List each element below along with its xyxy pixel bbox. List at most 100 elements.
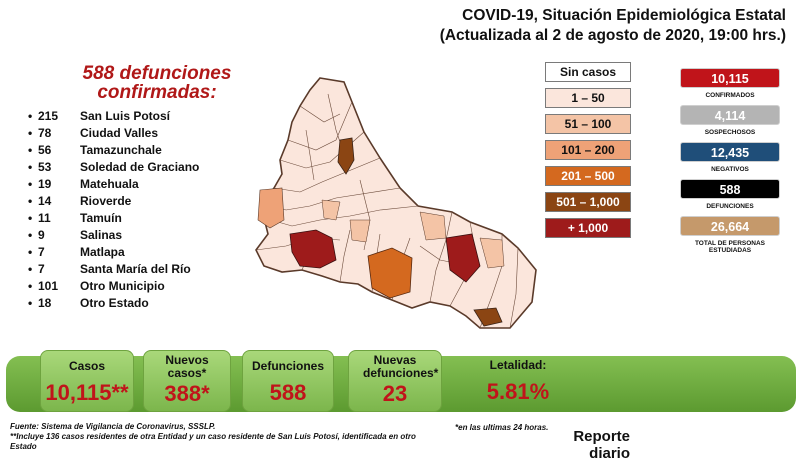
legend-item: Sin casos bbox=[545, 62, 631, 82]
summary-card: Nuevos casos* 388* bbox=[143, 350, 231, 412]
bullet: • bbox=[28, 295, 33, 310]
municipality-name: Soledad de Graciano bbox=[80, 159, 200, 174]
deaths-count: • 11 bbox=[28, 211, 80, 225]
deaths-count: • 7 bbox=[28, 262, 80, 276]
kpi-label: DEFUNCIONES bbox=[706, 203, 754, 210]
kpi-item: 12,435 NEGATIVOS bbox=[680, 142, 780, 173]
report-line-2: diario bbox=[589, 445, 630, 462]
summary-card: Defunciones 588 bbox=[242, 350, 334, 412]
region-shade-5 bbox=[445, 233, 481, 283]
municipality-name: Otro Estado bbox=[80, 295, 149, 310]
deaths-row: • 11 Tamuín bbox=[28, 209, 228, 226]
summary-card-label: Defunciones bbox=[251, 359, 324, 373]
kpi-label: CONFIRMADOS bbox=[705, 92, 755, 99]
region-shade-7 bbox=[349, 219, 371, 243]
deaths-count: • 19 bbox=[28, 177, 80, 191]
bullet: • bbox=[28, 176, 33, 191]
summary-card-label: Nuevos casos* bbox=[165, 353, 209, 380]
summary-card: Casos 10,115** bbox=[40, 350, 134, 412]
deaths-count: • 56 bbox=[28, 143, 80, 157]
summary-card-label: Letalidad: bbox=[489, 358, 547, 372]
deaths-count-value: 215 bbox=[38, 108, 59, 123]
source-note: Fuente: Sistema de Vigilancia de Coronav… bbox=[10, 422, 216, 431]
deaths-count-value: 7 bbox=[38, 244, 45, 259]
summary-card-label: Nuevas defunciones* bbox=[363, 353, 439, 380]
deaths-row: • 78 Ciudad Valles bbox=[28, 124, 228, 141]
bullet: • bbox=[28, 244, 33, 259]
bullet: • bbox=[28, 210, 33, 225]
region-shade-1 bbox=[337, 137, 355, 175]
deaths-count: • 78 bbox=[28, 126, 80, 140]
report-title: COVID-19, Situación Epidemiológica Estat… bbox=[440, 6, 786, 46]
deaths-count: • 101 bbox=[28, 279, 80, 293]
municipality-name: Matlapa bbox=[80, 244, 125, 259]
deaths-heading: 588 defunciones confirmadas: bbox=[62, 64, 252, 102]
deaths-row: • 9 Salinas bbox=[28, 226, 228, 243]
deaths-count-value: 78 bbox=[38, 125, 52, 140]
case-range-legend: Sin casos 1 – 50 51 – 100 101 – 200 201 – 50… bbox=[545, 62, 631, 244]
deaths-count-value: 18 bbox=[38, 295, 52, 310]
bullet: • bbox=[28, 227, 33, 242]
bullet: • bbox=[28, 159, 33, 174]
deaths-row: • 53 Soledad de Graciano bbox=[28, 158, 228, 175]
deaths-count-value: 56 bbox=[38, 142, 52, 157]
summary-card-value: 388* bbox=[164, 381, 210, 406]
region-shade-10 bbox=[321, 199, 341, 221]
deaths-row: • 14 Rioverde bbox=[28, 192, 228, 209]
kpi-value: 12,435 bbox=[680, 142, 780, 162]
municipality-name: San Luis Potosí bbox=[80, 108, 171, 123]
kpi-item: 10,115 CONFIRMADOS bbox=[680, 68, 780, 99]
deaths-row: • 7 Santa María del Río bbox=[28, 260, 228, 277]
municipality-name: Santa María del Río bbox=[80, 261, 191, 276]
bullet: • bbox=[28, 278, 33, 293]
deaths-count-value: 11 bbox=[38, 210, 51, 225]
legend-item: 501 – 1,000 bbox=[545, 192, 631, 212]
kpi-value: 588 bbox=[680, 179, 780, 199]
municipality-name: Rioverde bbox=[80, 193, 132, 208]
deaths-heading-line-2: confirmadas: bbox=[97, 82, 217, 103]
deaths-row: • 19 Matehuala bbox=[28, 175, 228, 192]
region-shade-2 bbox=[257, 187, 285, 229]
footnote-out-of-state: **Incluye 136 casos residentes de otra E… bbox=[10, 432, 416, 441]
region-shade-4 bbox=[367, 247, 413, 299]
deaths-count: • 53 bbox=[28, 160, 80, 174]
deaths-row: • 7 Matlapa bbox=[28, 243, 228, 260]
summary-card-value: 10,115** bbox=[45, 380, 129, 405]
legend-item: + 1,000 bbox=[545, 218, 631, 238]
municipality-name: Matehuala bbox=[80, 176, 139, 191]
deaths-row: • 18 Otro Estado bbox=[28, 294, 228, 311]
legend-item: 201 – 500 bbox=[545, 166, 631, 186]
region-shade-3 bbox=[289, 229, 337, 269]
kpi-value: 26,664 bbox=[680, 216, 780, 236]
bullet: • bbox=[28, 193, 33, 208]
kpi-label: TOTAL DE PERSONAS ESTUDIADAS bbox=[694, 240, 766, 254]
deaths-count: • 18 bbox=[28, 296, 80, 310]
region-shade-6 bbox=[473, 307, 503, 327]
deaths-count-value: 19 bbox=[38, 176, 52, 191]
kpi-item: 26,664 TOTAL DE PERSONAS ESTUDIADAS bbox=[680, 216, 780, 254]
summary-card-value: 5.81% bbox=[486, 379, 550, 404]
legend-item: 51 – 100 bbox=[545, 114, 631, 134]
bullet: • bbox=[28, 261, 33, 276]
kpi-item: 4,114 SOSPECHOSOS bbox=[680, 105, 780, 136]
municipality-name: Otro Municipio bbox=[80, 278, 165, 293]
municipality-name: Tamuín bbox=[80, 210, 122, 225]
title-line-1: COVID-19, Situación Epidemiológica Estat… bbox=[462, 7, 786, 24]
municipality-name: Tamazunchale bbox=[80, 142, 162, 157]
kpi-panel: 10,115 CONFIRMADOS 4,114 SOSPECHOSOS 12,435 N… bbox=[680, 68, 780, 260]
deaths-by-municipality-list: • 215 San Luis Potosí • 78 Ciudad Valles • 56 Ta… bbox=[28, 107, 228, 311]
deaths-count-value: 101 bbox=[38, 278, 59, 293]
bullet: • bbox=[28, 142, 33, 157]
footnote-out-of-state-cont: Estado bbox=[10, 442, 37, 451]
deaths-heading-line-1: 588 defunciones bbox=[82, 63, 232, 84]
deaths-count: • 9 bbox=[28, 228, 80, 242]
title-line-2: (Actualizada al 2 de agosto de 2020, 19:… bbox=[439, 27, 786, 44]
deaths-count: • 215 bbox=[28, 109, 80, 123]
report-line-1: Reporte bbox=[573, 428, 630, 445]
region-shade-9 bbox=[419, 211, 447, 241]
deaths-row: • 56 Tamazunchale bbox=[28, 141, 228, 158]
deaths-row: • 215 San Luis Potosí bbox=[28, 107, 228, 124]
kpi-label: NEGATIVOS bbox=[711, 166, 749, 173]
summary-card-value: 23 bbox=[382, 381, 408, 406]
footer-notes: Fuente: Sistema de Vigilancia de Coronav… bbox=[10, 422, 416, 452]
